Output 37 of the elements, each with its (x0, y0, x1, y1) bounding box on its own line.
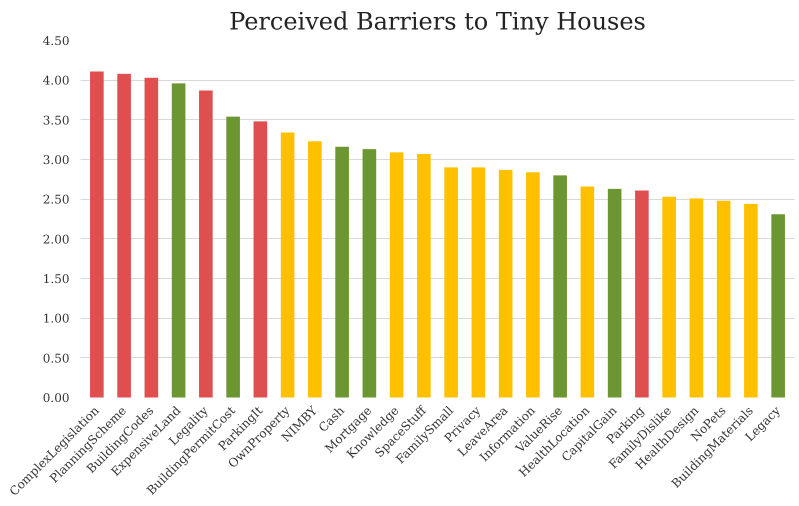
bar (472, 167, 486, 398)
bar (280, 132, 294, 398)
bar (608, 188, 622, 398)
bar (553, 175, 567, 398)
bar (744, 204, 758, 398)
bar (199, 90, 213, 398)
y-tick-label: 4.50 (42, 34, 70, 48)
bar (172, 83, 186, 398)
bar (90, 71, 104, 398)
y-tick-label: 1.00 (42, 312, 70, 326)
bar (498, 170, 512, 398)
bar (117, 74, 131, 398)
bar (254, 121, 268, 398)
bar (417, 154, 431, 398)
y-tick-label: 3.00 (42, 153, 70, 167)
bar (716, 200, 730, 398)
bar (635, 190, 649, 398)
chart-title: Perceived Barriers to Tiny Houses (229, 8, 646, 36)
y-tick-label: 2.50 (42, 192, 70, 207)
bar (444, 167, 458, 398)
bar (580, 186, 594, 398)
bar (308, 141, 322, 398)
y-tick-label: 2.00 (42, 232, 70, 246)
bar (526, 172, 540, 398)
y-tick-label: 0.00 (42, 391, 70, 405)
bar (362, 149, 376, 398)
bar (335, 146, 349, 398)
bar (771, 214, 785, 398)
y-tick-label: 0.50 (42, 351, 70, 366)
bar (662, 196, 676, 398)
bar (144, 78, 158, 398)
bar (226, 116, 240, 398)
y-tick-label: 4.00 (42, 74, 70, 88)
y-tick-label: 3.50 (42, 113, 70, 128)
y-tick-label: 1.50 (42, 272, 70, 286)
bar (390, 152, 404, 398)
bar (690, 198, 704, 398)
